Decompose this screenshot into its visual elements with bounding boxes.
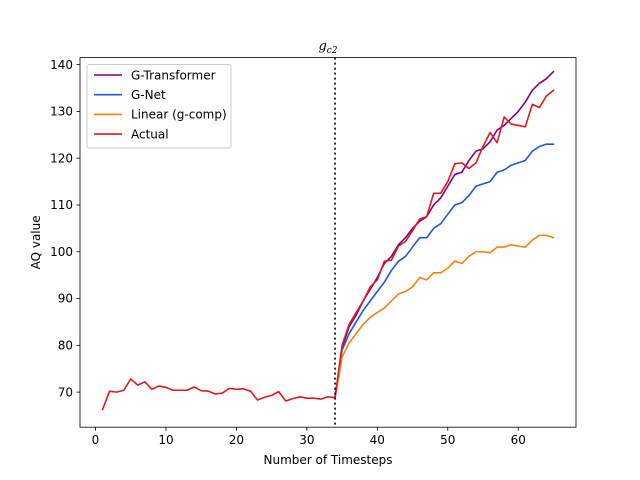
series-line-g-transformer <box>334 70 555 399</box>
y-axis-label: AQ value <box>29 215 43 269</box>
y-tick-label: 110 <box>50 198 73 212</box>
chart-title-subscript: c2 <box>327 46 338 56</box>
legend-item-linear-g-comp: Linear (g-comp) <box>94 108 227 122</box>
x-tick-label: 20 <box>229 433 244 447</box>
series-linear-g-comp <box>334 234 555 399</box>
legend-item-g-net: G-Net <box>94 88 166 102</box>
y-tick-label: 100 <box>50 245 73 259</box>
series-group <box>101 70 555 411</box>
series-actual <box>101 89 555 411</box>
legend-item-actual: Actual <box>94 127 169 141</box>
x-tick-label: 40 <box>370 433 385 447</box>
series-g-net <box>334 143 555 399</box>
x-axis-label: Number of Timesteps <box>264 453 393 467</box>
legend-label: G-Transformer <box>131 68 216 82</box>
series-line-actual <box>101 89 555 411</box>
chart-title: gc2 <box>318 39 337 56</box>
legend-item-g-transformer: G-Transformer <box>94 68 216 82</box>
axes-group: 0 10 20 30 40 50 60 70 80 90 100 110 120 130 140 <box>50 58 526 447</box>
x-tick-label: 60 <box>511 433 526 447</box>
y-tick-label: 130 <box>50 105 73 119</box>
series-line-linear-g-comp <box>334 234 555 399</box>
legend-label: G-Net <box>131 88 166 102</box>
legend-label: Actual <box>131 127 169 141</box>
x-tick-label: 10 <box>158 433 173 447</box>
legend: G-Transformer G-Net Linear (g-comp) Actual <box>86 64 232 149</box>
y-tick-label: 120 <box>50 151 73 165</box>
x-tick-label: 0 <box>92 433 100 447</box>
y-tick-label: 80 <box>58 339 73 353</box>
y-tick-label: 90 <box>58 292 73 306</box>
plot-frame <box>79 57 577 428</box>
x-tick-label: 30 <box>299 433 314 447</box>
series-g-transformer <box>334 70 555 399</box>
legend-box <box>86 64 232 149</box>
y-tick-label: 70 <box>58 385 73 399</box>
x-tick-label: 50 <box>440 433 455 447</box>
legend-label: Linear (g-comp) <box>131 108 227 122</box>
series-line-g-net <box>334 143 555 399</box>
y-tick-label: 140 <box>50 58 73 72</box>
